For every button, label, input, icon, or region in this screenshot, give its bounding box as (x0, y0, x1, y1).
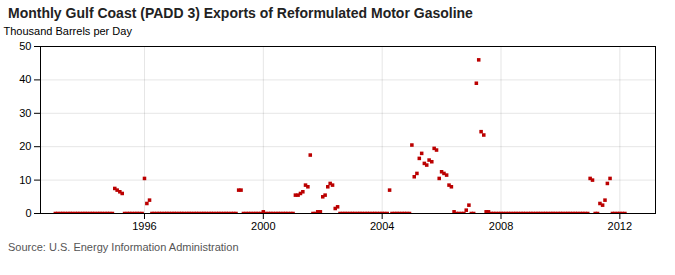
svg-text:Thousand Barrels per Day: Thousand Barrels per Day (4, 25, 133, 37)
svg-text:2000: 2000 (251, 220, 275, 232)
svg-text:2004: 2004 (370, 220, 394, 232)
svg-text:1996: 1996 (132, 220, 156, 232)
svg-text:10: 10 (19, 174, 31, 186)
svg-text:2012: 2012 (608, 220, 632, 232)
svg-text:2008: 2008 (489, 220, 513, 232)
html-text:Source: U.S. Energy Informatio: Source: U.S. Energy Information Administ… (8, 241, 239, 253)
svg-text:40: 40 (19, 73, 31, 85)
svg-text:20: 20 (19, 140, 31, 152)
html-text:Monthly Gulf Coast (PADD 3) Ex: Monthly Gulf Coast (PADD 3) Exports of R… (8, 5, 473, 21)
svg-text:0: 0 (25, 207, 31, 219)
svg-text:50: 50 (19, 40, 31, 52)
svg-text:30: 30 (19, 107, 31, 119)
